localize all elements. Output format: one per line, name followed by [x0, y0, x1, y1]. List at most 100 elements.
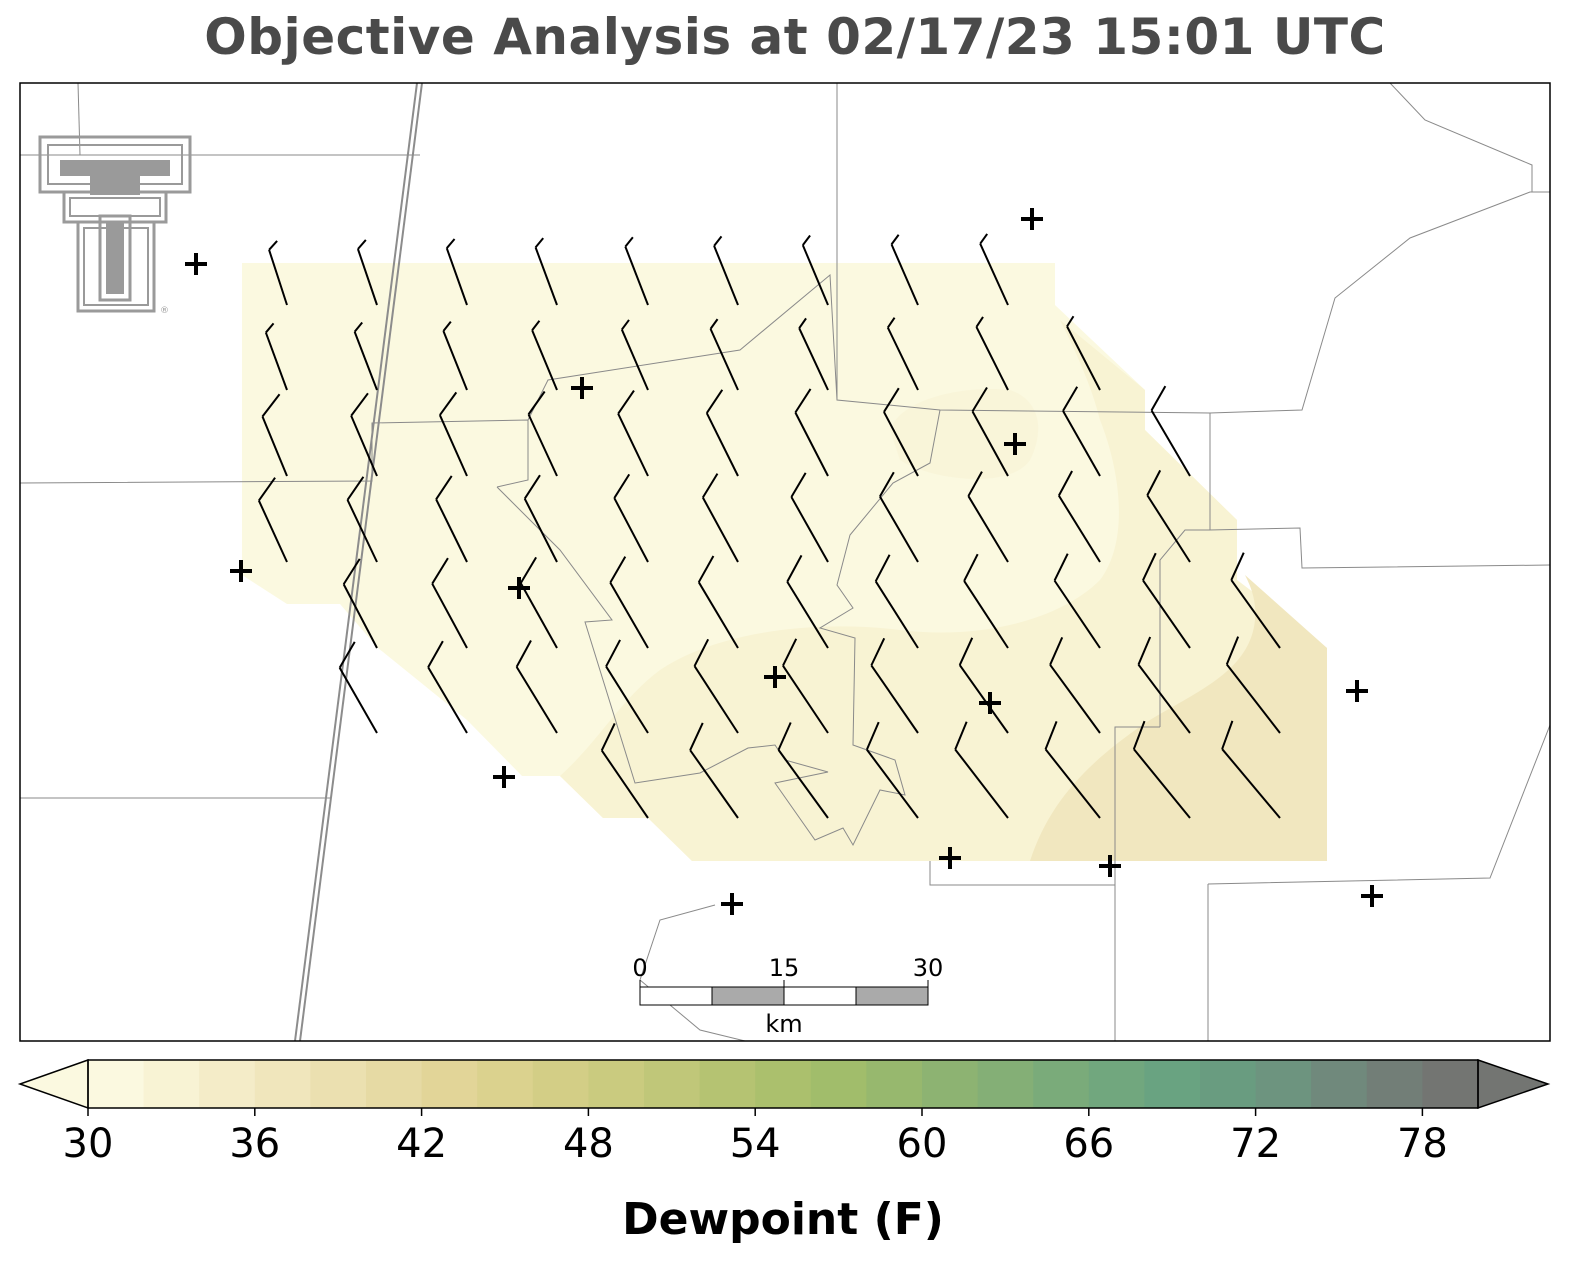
- wind-barb: [1132, 720, 1191, 819]
- wind-barb: [1057, 470, 1101, 563]
- wind-barb: [435, 475, 468, 563]
- wind-barb: [1142, 552, 1191, 649]
- station-marker: [1361, 885, 1383, 907]
- station-marker: [764, 666, 786, 688]
- wind-barb: [605, 639, 649, 734]
- wind-barb: [534, 237, 558, 306]
- colorbar-segment: [755, 1060, 812, 1108]
- station-marker: [571, 377, 593, 399]
- colorbar-tick-label: 42: [396, 1121, 447, 1167]
- highway-line: [294, 83, 423, 1041]
- station-marker: [1021, 208, 1043, 230]
- wind-barb: [879, 471, 919, 563]
- wind-barb: [445, 238, 468, 306]
- wind-barb: [886, 317, 919, 391]
- wind-barb: [975, 316, 1009, 391]
- colorbar-segment: [866, 1060, 923, 1108]
- wind-barb: [963, 553, 1009, 649]
- wind-barb: [967, 471, 1009, 563]
- wind-barb: [971, 386, 1009, 477]
- wind-barb: [798, 317, 829, 391]
- wind-barb: [442, 320, 468, 391]
- colorbar-segment: [1366, 1060, 1423, 1108]
- colorbar-segment: [254, 1060, 311, 1108]
- scale-unit-label: km: [765, 1010, 802, 1038]
- wind-barb: [617, 390, 649, 477]
- colorbar: 30 36 42 48 54 60 66 72 78 Dewpoint (F): [17, 1058, 1551, 1245]
- colorbar-segment: [922, 1060, 979, 1108]
- colorbar-segment: [1255, 1060, 1312, 1108]
- wind-barbs: [257, 233, 1281, 819]
- wind-barb: [353, 321, 378, 391]
- colorbar-segment: [143, 1060, 200, 1108]
- wind-barb: [890, 234, 919, 306]
- wind-barb: [1049, 636, 1101, 734]
- colorbar-segment: [1422, 1060, 1479, 1108]
- wind-barb: [1062, 386, 1101, 477]
- wind-barb: [1137, 636, 1191, 734]
- wind-barb: [620, 319, 649, 391]
- colorbar-segment: [1200, 1060, 1257, 1108]
- wind-barb: [794, 388, 829, 477]
- wind-barb: [883, 387, 919, 477]
- station-markers: [185, 208, 1383, 915]
- colorbar-tick-label: 54: [730, 1121, 781, 1167]
- station-marker: [185, 253, 207, 275]
- station-marker: [508, 577, 530, 599]
- dewpoint-field: [242, 263, 1327, 861]
- wind-barb: [782, 638, 829, 734]
- map-frame: [19, 82, 1551, 1042]
- colorbar-segment: [199, 1060, 256, 1108]
- colorbar-label: Dewpoint (F): [622, 1194, 944, 1245]
- wind-barb: [257, 477, 288, 563]
- wind-barb: [346, 476, 378, 563]
- colorbar-segment: [810, 1060, 867, 1108]
- wind-barb: [431, 557, 468, 649]
- wind-barb: [1230, 552, 1281, 649]
- scale-segment: [855, 986, 929, 1006]
- wind-barb: [801, 234, 829, 306]
- station-marker: [939, 847, 961, 869]
- colorbar-segment: [1033, 1060, 1090, 1108]
- wind-barb: [958, 637, 1009, 734]
- colorbar-segment: [977, 1060, 1034, 1108]
- wind-barb: [874, 554, 919, 649]
- colorbar-segment: [88, 1060, 145, 1108]
- wind-barb: [701, 473, 739, 563]
- scale-tick-label: 15: [769, 954, 800, 982]
- wind-barb: [865, 721, 919, 819]
- colorbar-segment: [588, 1060, 645, 1108]
- station-marker: [1346, 680, 1368, 702]
- map-title: Objective Analysis at 02/17/23 15:01 UTC: [204, 8, 1386, 66]
- wind-barb: [268, 240, 288, 306]
- wind-barb: [697, 555, 739, 649]
- wind-barb: [1150, 385, 1191, 477]
- station-marker: [230, 560, 252, 582]
- wind-barb: [350, 392, 378, 477]
- colorbar-segment: [1144, 1060, 1201, 1108]
- station-marker: [979, 692, 1001, 714]
- station-marker: [1004, 433, 1026, 455]
- county-boundaries: [20, 83, 1550, 1041]
- colorbar-segment: [532, 1060, 589, 1108]
- colorbar-tick-label: 60: [897, 1121, 948, 1167]
- wind-barb: [777, 722, 829, 819]
- wind-barb: [693, 638, 739, 734]
- colorbar-tick-label: 72: [1230, 1121, 1281, 1167]
- wind-barb: [515, 640, 558, 734]
- scale-segment: [783, 986, 857, 1006]
- colorbar-tick-label: 36: [229, 1121, 280, 1167]
- wind-barb: [613, 473, 649, 563]
- wind-barb: [790, 472, 829, 563]
- wind-barb: [600, 722, 649, 819]
- station-marker: [1099, 855, 1121, 877]
- wind-barb: [1066, 315, 1101, 391]
- colorbar-segment: [366, 1060, 423, 1108]
- scale-segment: [639, 986, 713, 1006]
- colorbar-max-extend: [1477, 1058, 1551, 1110]
- wind-barb: [342, 558, 378, 649]
- wind-barb: [1146, 469, 1191, 563]
- wind-barb: [624, 236, 649, 306]
- colorbar-tick-label: 66: [1063, 1121, 1114, 1167]
